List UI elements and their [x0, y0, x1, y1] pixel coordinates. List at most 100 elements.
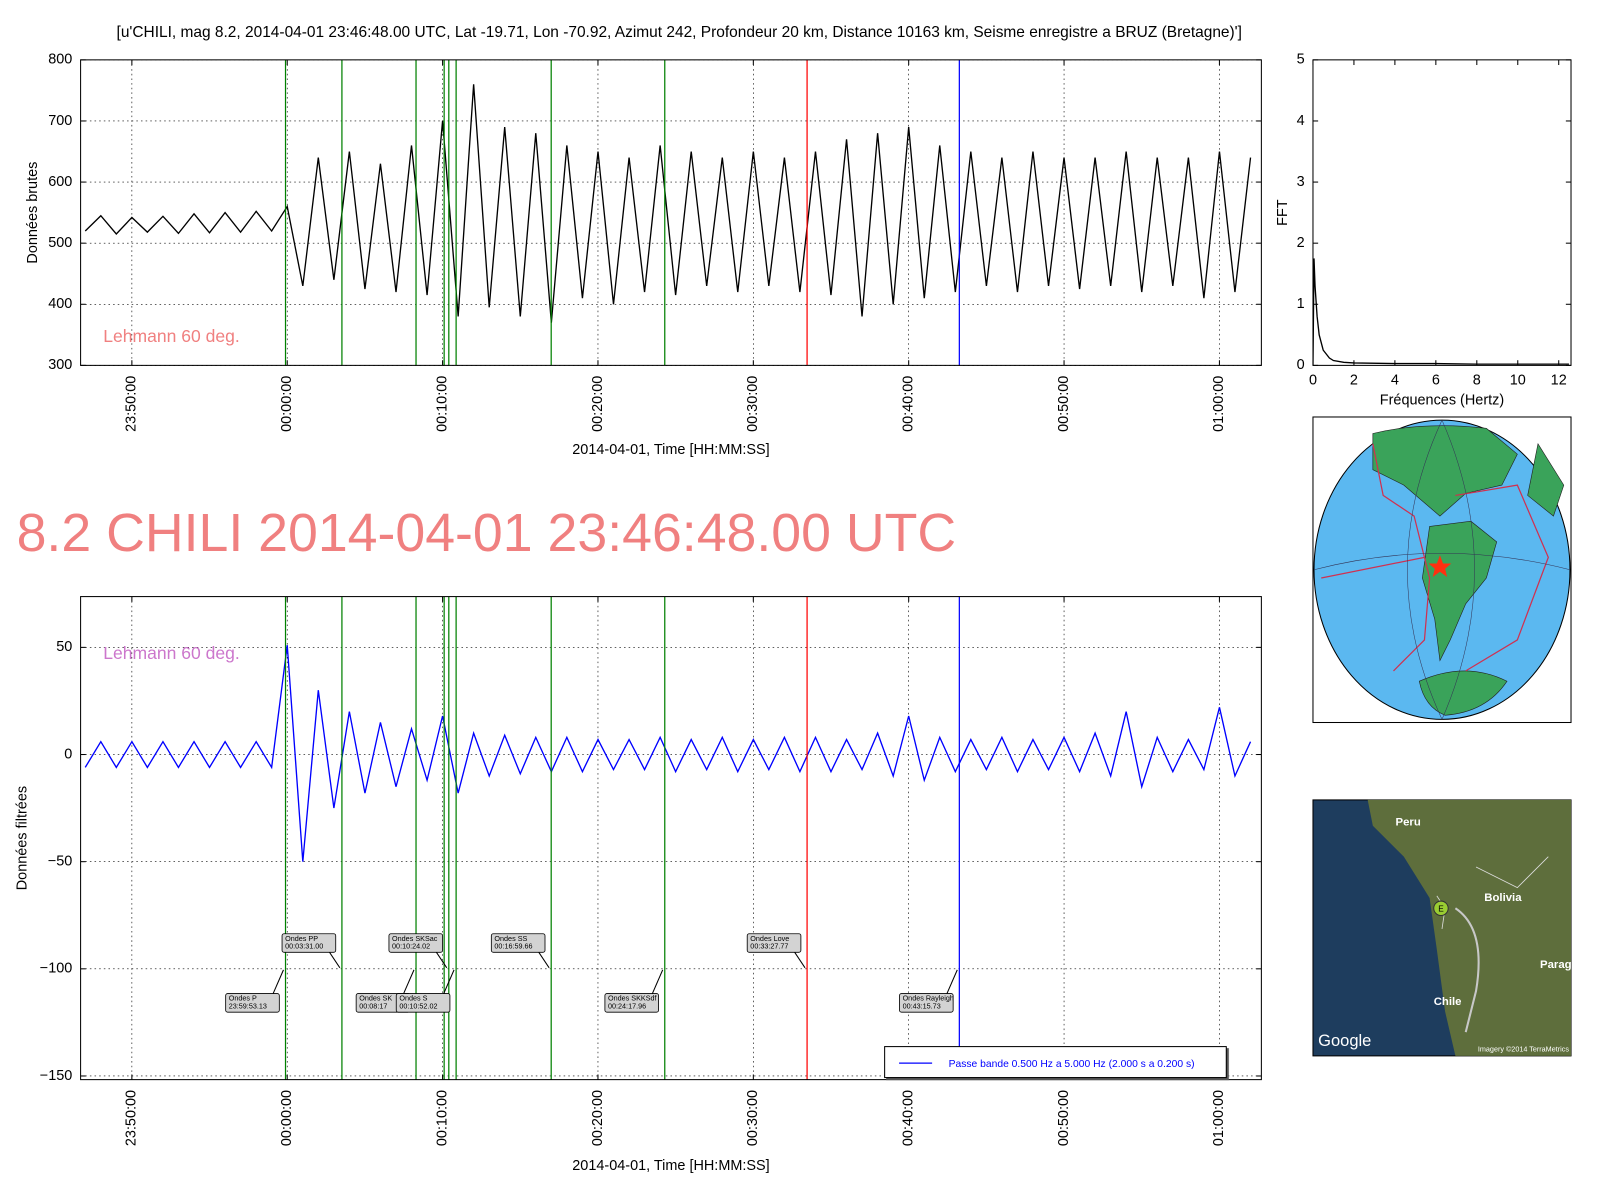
annotation-arrow	[272, 969, 284, 994]
annotation-text: Ondes SS	[494, 934, 527, 943]
plot-frame	[80, 59, 1262, 366]
map-label: Chile	[1434, 996, 1462, 1008]
y-tick-label: 300	[48, 357, 72, 373]
x-tick-label: 00:30:00	[745, 1090, 761, 1146]
annotation-arrow	[403, 969, 415, 994]
x-tick-label: 00:20:00	[590, 1090, 606, 1146]
annotation-box	[899, 993, 954, 1013]
x-tick-label: 00:00:00	[279, 376, 295, 432]
annotation-text: Ondes P	[229, 994, 257, 1003]
y-tick-label: 4	[1297, 113, 1305, 129]
x-tick-label: 00:50:00	[1056, 376, 1072, 432]
annotation-box	[490, 933, 546, 953]
annotation-text: 00:10:24.02	[392, 942, 430, 951]
x-tick-label: 01:00:00	[1211, 376, 1227, 432]
annotation-text: Ondes Rayleigh	[903, 994, 954, 1003]
y-tick-label: 3	[1297, 174, 1305, 190]
annotation-arrow	[651, 969, 664, 994]
x-tick-label: 8	[1473, 373, 1481, 389]
plot-frame	[1312, 59, 1572, 366]
annotation-text: 00:16:59.66	[494, 942, 532, 951]
annotation-text: 00:03:31.00	[285, 942, 323, 951]
x-axis-label: 2014-04-01, Time [HH:MM:SS]	[572, 442, 769, 458]
annotation-text: 00:10:52.02	[399, 1001, 437, 1010]
annotation-text: Ondes SKSac	[392, 934, 438, 943]
annotation: Lehmann 60 deg.	[103, 326, 239, 346]
x-tick-label: 00:30:00	[745, 376, 761, 432]
annotation-box	[225, 993, 280, 1013]
annotation-arrow	[435, 952, 448, 969]
annotation-text: Ondes S	[399, 994, 427, 1003]
y-tick-label: 600	[48, 174, 72, 190]
x-tick-label: 12	[1551, 373, 1567, 389]
legend-box	[884, 1046, 1227, 1079]
y-tick-label: 0	[64, 746, 72, 762]
y-axis-label: Données filtrées	[15, 786, 31, 890]
annotation-text: 00:24:17.96	[608, 1001, 646, 1010]
chart-title: [u'CHILI, mag 8.2, 2014-04-01 23:46:48.0…	[117, 24, 1242, 41]
annotation-text: 00:33:27.77	[750, 942, 788, 951]
annotation-text: Ondes Love	[750, 934, 789, 943]
annotation-box	[281, 933, 337, 953]
x-tick-label: 00:00:00	[279, 1090, 295, 1146]
y-tick-label: −100	[40, 961, 73, 977]
y-tick-label: −50	[48, 853, 72, 869]
chart: −150 −100 −50 0 50 23:50:00 00:00:00 00:10:00 00…	[15, 596, 1262, 1174]
x-tick-label: 00:20:00	[590, 376, 606, 432]
annotation-arrow	[794, 952, 806, 969]
annotation-text: Ondes PP	[285, 934, 318, 943]
annotation-text: 00:08:17	[359, 1001, 387, 1010]
y-tick-label: 700	[48, 113, 72, 129]
x-tick-label: 10	[1510, 373, 1526, 389]
annotation-text: Ondes SK	[359, 994, 392, 1003]
x-tick-label: 01:00:00	[1211, 1090, 1227, 1146]
x-tick-label: 0	[1309, 373, 1317, 389]
annotation-text: Ondes SKKSdf	[608, 994, 658, 1003]
x-tick-label: 4	[1391, 373, 1399, 389]
annotation-box	[395, 993, 451, 1013]
annotation-arrow	[329, 952, 341, 969]
y-tick-label: 500	[48, 235, 72, 251]
map-label: Bolivia	[1484, 892, 1522, 904]
annotation-box	[604, 993, 659, 1013]
annotation-box	[388, 933, 444, 953]
x-axis-label: Fréquences (Hertz)	[1380, 392, 1504, 408]
legend-label: Passe bande 0.500 Hz a 5.000 Hz (2.000 s…	[949, 1059, 1195, 1070]
regional-map: E Peru Bolivia Parag Chile Google Imager…	[1312, 799, 1572, 1057]
plot-frame	[80, 596, 1262, 1081]
x-tick-label: 00:10:00	[434, 376, 450, 432]
x-tick-label: 00:50:00	[1056, 1090, 1072, 1146]
y-tick-label: 1	[1297, 296, 1305, 312]
globe-map	[1312, 416, 1572, 724]
y-tick-label: 800	[48, 52, 72, 68]
map-credit: Imagery ©2014 TerraMetrics	[1478, 1045, 1569, 1054]
y-tick-label: 5	[1297, 52, 1305, 68]
headline: 8.2 CHILI 2014-04-01 23:46:48.00 UTC	[17, 503, 957, 563]
annotation-arrow	[443, 969, 455, 994]
x-tick-label: 2	[1350, 373, 1358, 389]
annotation-arrow	[538, 952, 550, 969]
y-tick-label: −150	[40, 1068, 73, 1084]
plot-area	[1312, 258, 1569, 366]
y-axis-label: FFT	[1275, 199, 1291, 226]
x-tick-label: 23:50:00	[124, 1090, 140, 1146]
data-line	[1312, 258, 1569, 366]
data-line	[84, 645, 1252, 862]
plot-area	[84, 645, 1252, 862]
map-marker: E	[1438, 904, 1444, 913]
annotation-text: 00:43:15.73	[903, 1001, 941, 1010]
chart: [u'CHILI, mag 8.2, 2014-04-01 23:46:48.0…	[25, 24, 1262, 458]
annotation-arrow	[946, 969, 958, 994]
x-tick-label: 00:10:00	[434, 1090, 450, 1146]
map-label: Peru	[1396, 817, 1421, 829]
annotation-box	[746, 933, 802, 953]
plot-area	[84, 84, 1252, 323]
x-tick-label: 23:50:00	[124, 376, 140, 432]
x-tick-label: 6	[1432, 373, 1440, 389]
y-tick-label: 400	[48, 296, 72, 312]
y-tick-label: 50	[56, 639, 72, 655]
annotation: Lehmann 60 deg.	[103, 643, 239, 663]
